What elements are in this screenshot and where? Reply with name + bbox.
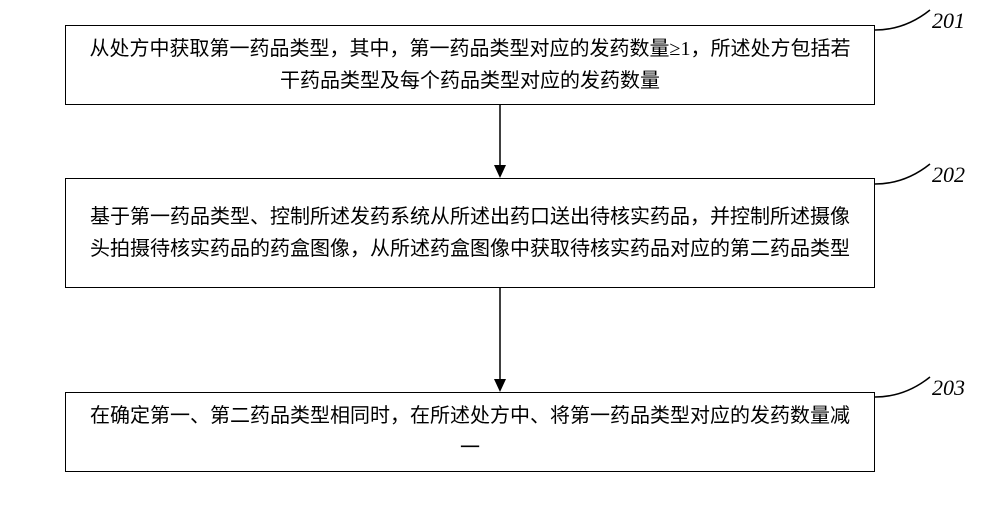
arrow-201-to-202 <box>490 105 510 178</box>
flowchart-step-201: 从处方中获取第一药品类型，其中，第一药品类型对应的发药数量≥1，所述处方包括若干… <box>65 25 875 105</box>
arrow-202-to-203 <box>490 288 510 392</box>
step-text: 基于第一药品类型、控制所述发药系统从所述出药口送出待核实药品，并控制所述摄像头拍… <box>86 201 854 265</box>
step-text: 从处方中获取第一药品类型，其中，第一药品类型对应的发药数量≥1，所述处方包括若干… <box>86 33 854 97</box>
step-label-203: 203 <box>932 375 965 401</box>
callout-line-202 <box>875 162 935 192</box>
step-label-201: 201 <box>932 8 965 34</box>
callout-line-201 <box>875 8 935 38</box>
flowchart-container: 从处方中获取第一药品类型，其中，第一药品类型对应的发药数量≥1，所述处方包括若干… <box>0 0 1000 517</box>
step-label-202: 202 <box>932 162 965 188</box>
callout-line-203 <box>875 375 935 405</box>
step-text: 在确定第一、第二药品类型相同时，在所述处方中、将第一药品类型对应的发药数量减一 <box>86 400 854 464</box>
flowchart-step-203: 在确定第一、第二药品类型相同时，在所述处方中、将第一药品类型对应的发药数量减一 <box>65 392 875 472</box>
flowchart-step-202: 基于第一药品类型、控制所述发药系统从所述出药口送出待核实药品，并控制所述摄像头拍… <box>65 178 875 288</box>
